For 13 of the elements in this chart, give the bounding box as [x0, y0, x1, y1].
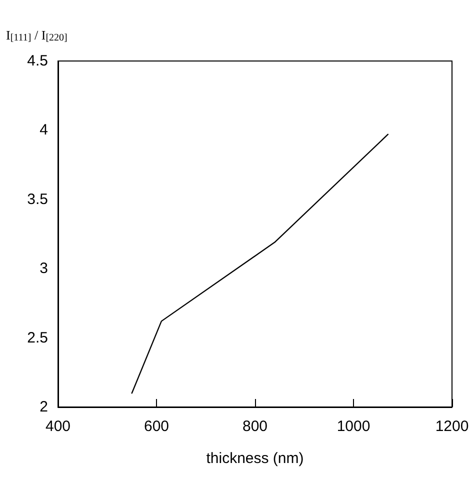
y-tick-label: 4.5 — [27, 52, 48, 70]
y-tick-label: 2 — [40, 398, 48, 416]
x-tick-label: 400 — [45, 418, 71, 435]
line-series — [131, 134, 389, 394]
x-axis-title: thickness (nm) — [206, 450, 304, 467]
y-tick-label: 3.5 — [27, 190, 48, 208]
x-tick-label: 1000 — [336, 418, 370, 435]
y-tick-label: 3 — [40, 260, 48, 278]
x-tick-label: 600 — [144, 418, 170, 435]
x-tick-label: 800 — [242, 418, 268, 435]
x-tick-label: 1200 — [435, 418, 469, 435]
y-tick-label: 4 — [40, 122, 48, 139]
y-tick-label: 2.5 — [27, 329, 48, 346]
